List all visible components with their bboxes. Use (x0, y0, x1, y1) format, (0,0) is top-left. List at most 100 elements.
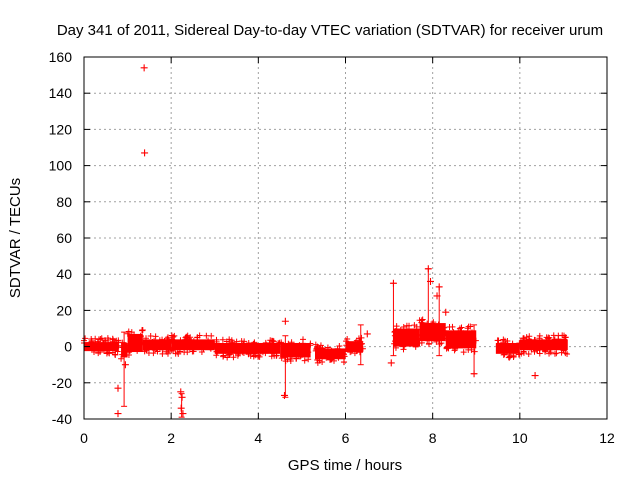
data-point (323, 354, 330, 361)
data-point (536, 332, 543, 339)
data-band (519, 339, 568, 351)
data-point (115, 342, 122, 349)
data-point (89, 341, 96, 348)
data-point (142, 340, 149, 347)
data-point (245, 340, 252, 347)
data-point (226, 351, 233, 358)
data-point (319, 345, 326, 352)
y-tick-label: -40 (52, 411, 72, 427)
data-point (340, 351, 347, 358)
data-point (184, 349, 191, 356)
outlier-point (280, 391, 288, 399)
y-tick-label: 100 (49, 158, 73, 174)
data-point (105, 349, 112, 356)
outlier-point (121, 361, 129, 369)
data-point (400, 323, 407, 330)
outlier-point (281, 317, 289, 325)
outlier-point (140, 64, 148, 72)
data-point (528, 346, 535, 353)
data-point (334, 345, 341, 352)
data-point (185, 335, 192, 342)
data-point (151, 347, 158, 354)
data-point (287, 358, 294, 365)
data-point (401, 342, 408, 349)
data-point (295, 352, 302, 359)
data-point (107, 341, 114, 348)
data-point (224, 342, 231, 349)
data-point (531, 348, 538, 355)
data-point (253, 347, 260, 354)
data-point (238, 338, 245, 345)
x-tick-label: 4 (254, 430, 262, 446)
data-point (250, 340, 257, 347)
data-point (304, 349, 311, 356)
data-point (424, 337, 431, 344)
data-point (219, 336, 226, 343)
data-point (455, 337, 462, 344)
data-point (504, 342, 511, 349)
data-layer (81, 64, 571, 418)
data-point (134, 336, 141, 343)
data-point (170, 347, 177, 354)
data-point (205, 337, 212, 344)
data-point (495, 337, 502, 344)
data-point (523, 334, 530, 341)
data-point (132, 343, 139, 350)
data-point (143, 335, 150, 342)
data-point (547, 344, 554, 351)
data-point (340, 359, 347, 366)
data-point (239, 342, 246, 349)
data-point (151, 337, 158, 344)
y-tick-label: 80 (56, 194, 72, 210)
data-point (441, 324, 448, 331)
data-point (413, 332, 420, 339)
data-point (131, 339, 138, 346)
outlier-point (442, 308, 450, 316)
outlier-point (114, 410, 122, 418)
data-point (348, 346, 355, 353)
data-point (391, 329, 398, 336)
data-point (278, 355, 285, 362)
data-point (449, 323, 456, 330)
data-point (307, 340, 314, 347)
data-point (314, 359, 321, 366)
data-point (212, 344, 219, 351)
data-point (97, 336, 104, 343)
outlier-point (387, 359, 395, 367)
data-point (273, 352, 280, 359)
data-point (154, 348, 161, 355)
data-point (302, 345, 309, 352)
data-point (186, 336, 193, 343)
data-point (412, 343, 419, 350)
data-point (520, 349, 527, 356)
data-point (100, 340, 107, 347)
data-point (285, 340, 292, 347)
data-point (449, 339, 456, 346)
data-point (220, 353, 227, 360)
data-point (287, 346, 294, 353)
outlier-point (433, 292, 441, 300)
data-point (198, 349, 205, 356)
data-band (84, 342, 119, 352)
data-point (414, 335, 421, 342)
data-point (179, 340, 186, 347)
outlier-point (177, 388, 185, 396)
data-point (562, 350, 569, 357)
x-axis-label: GPS time / hours (288, 457, 402, 474)
data-point (418, 331, 425, 338)
data-point (84, 342, 91, 349)
data-point (141, 348, 148, 355)
data-point (131, 331, 138, 338)
data-point (164, 335, 171, 342)
data-point (458, 324, 465, 331)
data-point (82, 335, 89, 342)
outlier-point (435, 283, 443, 291)
data-point (525, 350, 532, 357)
data-point (245, 351, 252, 358)
data-point (314, 345, 321, 352)
data-point (501, 351, 508, 358)
data-point (349, 342, 356, 349)
data-point (542, 346, 549, 353)
data-point (237, 346, 244, 353)
data-point (301, 351, 308, 358)
